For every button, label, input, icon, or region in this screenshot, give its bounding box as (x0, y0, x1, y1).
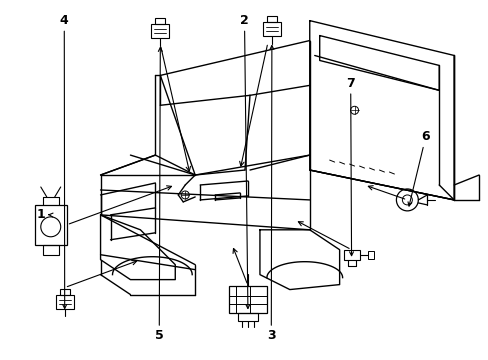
Text: 2: 2 (240, 14, 248, 27)
Bar (60, 289, 69, 294)
Bar (266, 15, 276, 22)
Text: 6: 6 (421, 130, 429, 144)
Text: 3: 3 (266, 329, 275, 342)
Bar (155, 18, 165, 24)
Bar (343, 250, 359, 260)
Bar (228, 285, 266, 314)
Bar (56, 294, 74, 309)
Text: 1: 1 (37, 208, 45, 221)
Bar (263, 22, 280, 36)
Bar (42, 245, 59, 255)
Bar (238, 314, 258, 321)
Text: 7: 7 (346, 77, 354, 90)
Text: 5: 5 (155, 329, 163, 342)
Text: 4: 4 (60, 14, 68, 27)
Bar (151, 24, 169, 37)
Bar (35, 205, 66, 245)
Bar (367, 251, 373, 259)
